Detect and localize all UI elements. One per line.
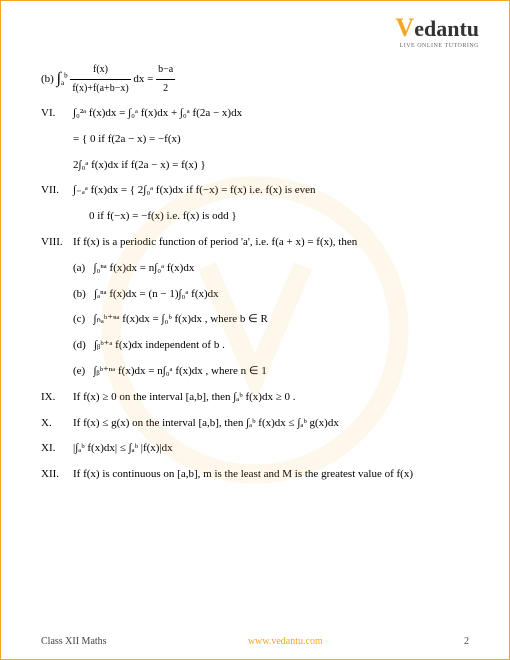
page-footer: Class XII Maths www.vedantu.com 2	[41, 636, 469, 647]
item-viii-e: (e) ∫ᵦᵇ⁺ⁿᵃ f(x)dx = n∫₀ᵃ f(x)dx , where …	[73, 362, 469, 382]
math-xi: |∫ₐᵇ f(x)dx| ≤ ∫ₐᵇ |f(x)|dx	[73, 439, 173, 459]
item-x: X. If f(x) ≤ g(x) on the interval [a,b],…	[41, 414, 469, 434]
logo-v-letter: V	[395, 13, 414, 42]
math-b: ∫ab f(x)f(x)+f(a+b−x) dx = b−a2	[57, 61, 176, 98]
content-body: (b) ∫ab f(x)f(x)+f(a+b−x) dx = b−a2 VI. …	[41, 61, 469, 485]
numeral-ix: IX.	[41, 388, 73, 408]
numeral-viii: VIII.	[41, 233, 73, 253]
label-b: (b)	[41, 70, 54, 90]
brand-tagline: LIVE ONLINE TUTORING	[395, 43, 479, 49]
item-b: (b) ∫ab f(x)f(x)+f(a+b−x) dx = b−a2	[41, 61, 469, 98]
text-ix: If f(x) ≥ 0 on the interval [a,b], then …	[73, 388, 296, 408]
math-vii: ∫₋ₐᵃ f(x)dx = { 2∫₀ᵃ f(x)dx if f(−x) = f…	[73, 181, 316, 201]
item-vii-case2: 0 if f(−x) = −f(x) i.e. f(x) is odd }	[89, 207, 469, 227]
item-vi-case2: 2∫₀ᵃ f(x)dx if f(2a − x) = f(x) }	[73, 156, 469, 176]
item-viii-a: (a) ∫₀ⁿᵃ f(x)dx = n∫₀ᵃ f(x)dx	[73, 259, 469, 279]
numeral-xi: XI.	[41, 439, 73, 459]
logo-rest: edantu	[414, 16, 479, 41]
numeral-x: X.	[41, 414, 73, 434]
item-viii-b: (b) ∫ₐⁿᵃ f(x)dx = (n − 1)∫₀ᵃ f(x)dx	[73, 285, 469, 305]
math-vi: ∫₀²ᵃ f(x)dx = ∫₀ᵃ f(x)dx + ∫₀ᵃ f(2a − x)…	[73, 104, 242, 124]
text-x: If f(x) ≤ g(x) on the interval [a,b], th…	[73, 414, 339, 434]
brand-logo: Vedantu	[395, 13, 479, 43]
numeral-vii: VII.	[41, 181, 73, 201]
item-xi: XI. |∫ₐᵇ f(x)dx| ≤ ∫ₐᵇ |f(x)|dx	[41, 439, 469, 459]
numeral-xii: XII.	[41, 465, 73, 485]
item-vii: VII. ∫₋ₐᵃ f(x)dx = { 2∫₀ᵃ f(x)dx if f(−x…	[41, 181, 469, 201]
item-viii-c: (c) ∫ₙₐᵇ⁺ⁿᵃ f(x)dx = ∫₀ᵇ f(x)dx , where …	[73, 310, 469, 330]
footer-page-number: 2	[464, 636, 469, 647]
footer-left: Class XII Maths	[41, 636, 107, 647]
footer-link[interactable]: www.vedantu.com	[248, 636, 323, 647]
item-xii: XII. If f(x) is continuous on [a,b], m i…	[41, 465, 469, 485]
header: Vedantu LIVE ONLINE TUTORING	[395, 13, 479, 49]
text-xii: If f(x) is continuous on [a,b], m is the…	[73, 465, 413, 485]
item-ix: IX. If f(x) ≥ 0 on the interval [a,b], t…	[41, 388, 469, 408]
item-vi: VI. ∫₀²ᵃ f(x)dx = ∫₀ᵃ f(x)dx + ∫₀ᵃ f(2a …	[41, 104, 469, 124]
page-container: Vedantu LIVE ONLINE TUTORING (b) ∫ab f(x…	[0, 0, 510, 660]
numeral-vi: VI.	[41, 104, 73, 124]
text-viii: If f(x) is a periodic function of period…	[73, 233, 357, 253]
item-vi-case1: = { 0 if f(2a − x) = −f(x)	[73, 130, 469, 150]
item-viii-d: (d) ∫ᵦᵇ⁺ᵃ f(x)dx independent of b .	[73, 336, 469, 356]
item-viii: VIII. If f(x) is a periodic function of …	[41, 233, 469, 253]
